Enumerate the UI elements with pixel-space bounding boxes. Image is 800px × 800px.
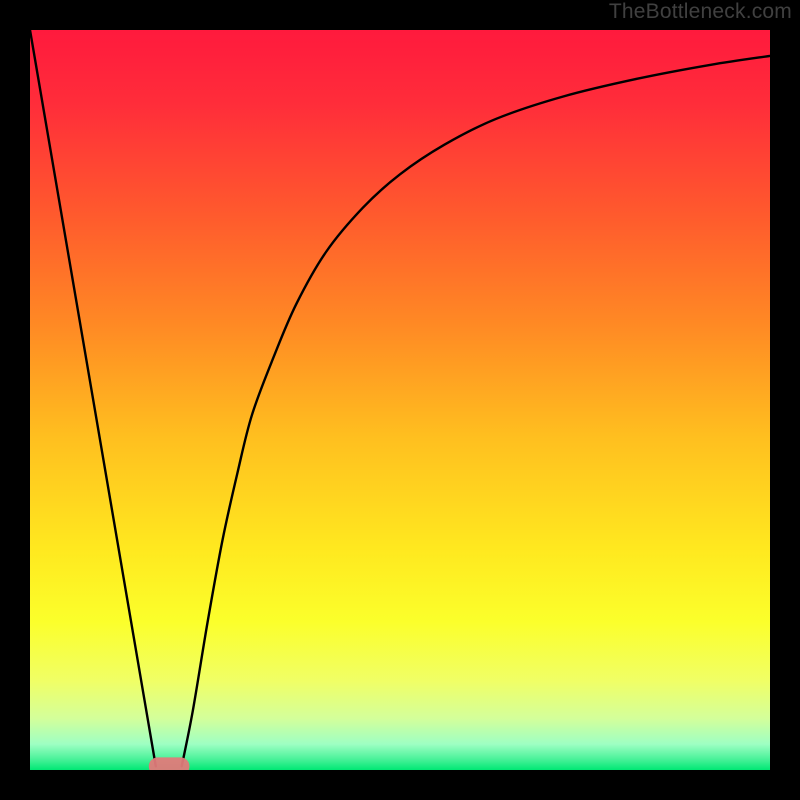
chart-plot-area [30, 30, 770, 770]
gradient-background [30, 30, 770, 770]
chart-svg [30, 30, 770, 770]
watermark-text: TheBottleneck.com [609, 0, 792, 24]
valley-marker [149, 757, 190, 770]
